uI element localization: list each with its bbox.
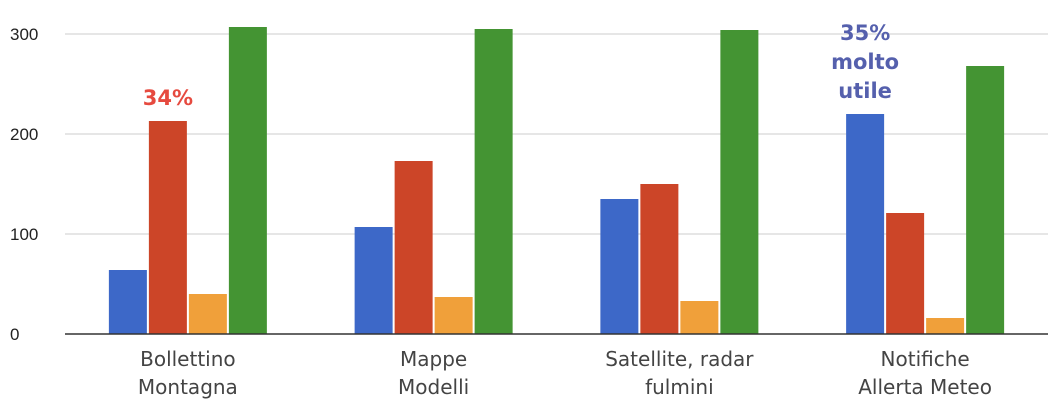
bar [434, 297, 473, 334]
y-tick-label: 100 [10, 225, 38, 244]
category-labels: Bollettino Montagna Mappe Modelli Satellite,… [138, 347, 992, 399]
bar [926, 318, 965, 334]
category-label: Notifiche Allerta Meteo [858, 347, 992, 399]
annotation: 34% [143, 86, 193, 110]
bar [720, 30, 759, 334]
category-label: Satellite, radar fulmini [605, 347, 754, 399]
y-tick-label: 200 [10, 125, 38, 144]
bar [354, 227, 393, 334]
bar [188, 294, 227, 334]
bar [474, 29, 513, 334]
category-label: Mappe Modelli [398, 347, 469, 399]
annotations: 34% 35% molto utile [143, 21, 899, 110]
y-tick-label: 300 [10, 25, 38, 44]
bar [680, 301, 719, 334]
bar [108, 270, 147, 334]
bar [966, 66, 1005, 334]
annotation: 35% molto utile [831, 21, 899, 103]
bar [640, 184, 679, 334]
bar [148, 121, 187, 334]
bar [846, 114, 885, 334]
gridlines [65, 33, 1048, 235]
bar [228, 27, 267, 334]
y-axis-ticks: 0 100 200 300 [10, 25, 38, 344]
bars [108, 27, 1005, 334]
bar [886, 213, 925, 334]
y-tick-label: 0 [10, 325, 19, 344]
bar [600, 199, 639, 334]
category-label: Bollettino Montagna [138, 347, 238, 399]
bar [394, 161, 433, 334]
